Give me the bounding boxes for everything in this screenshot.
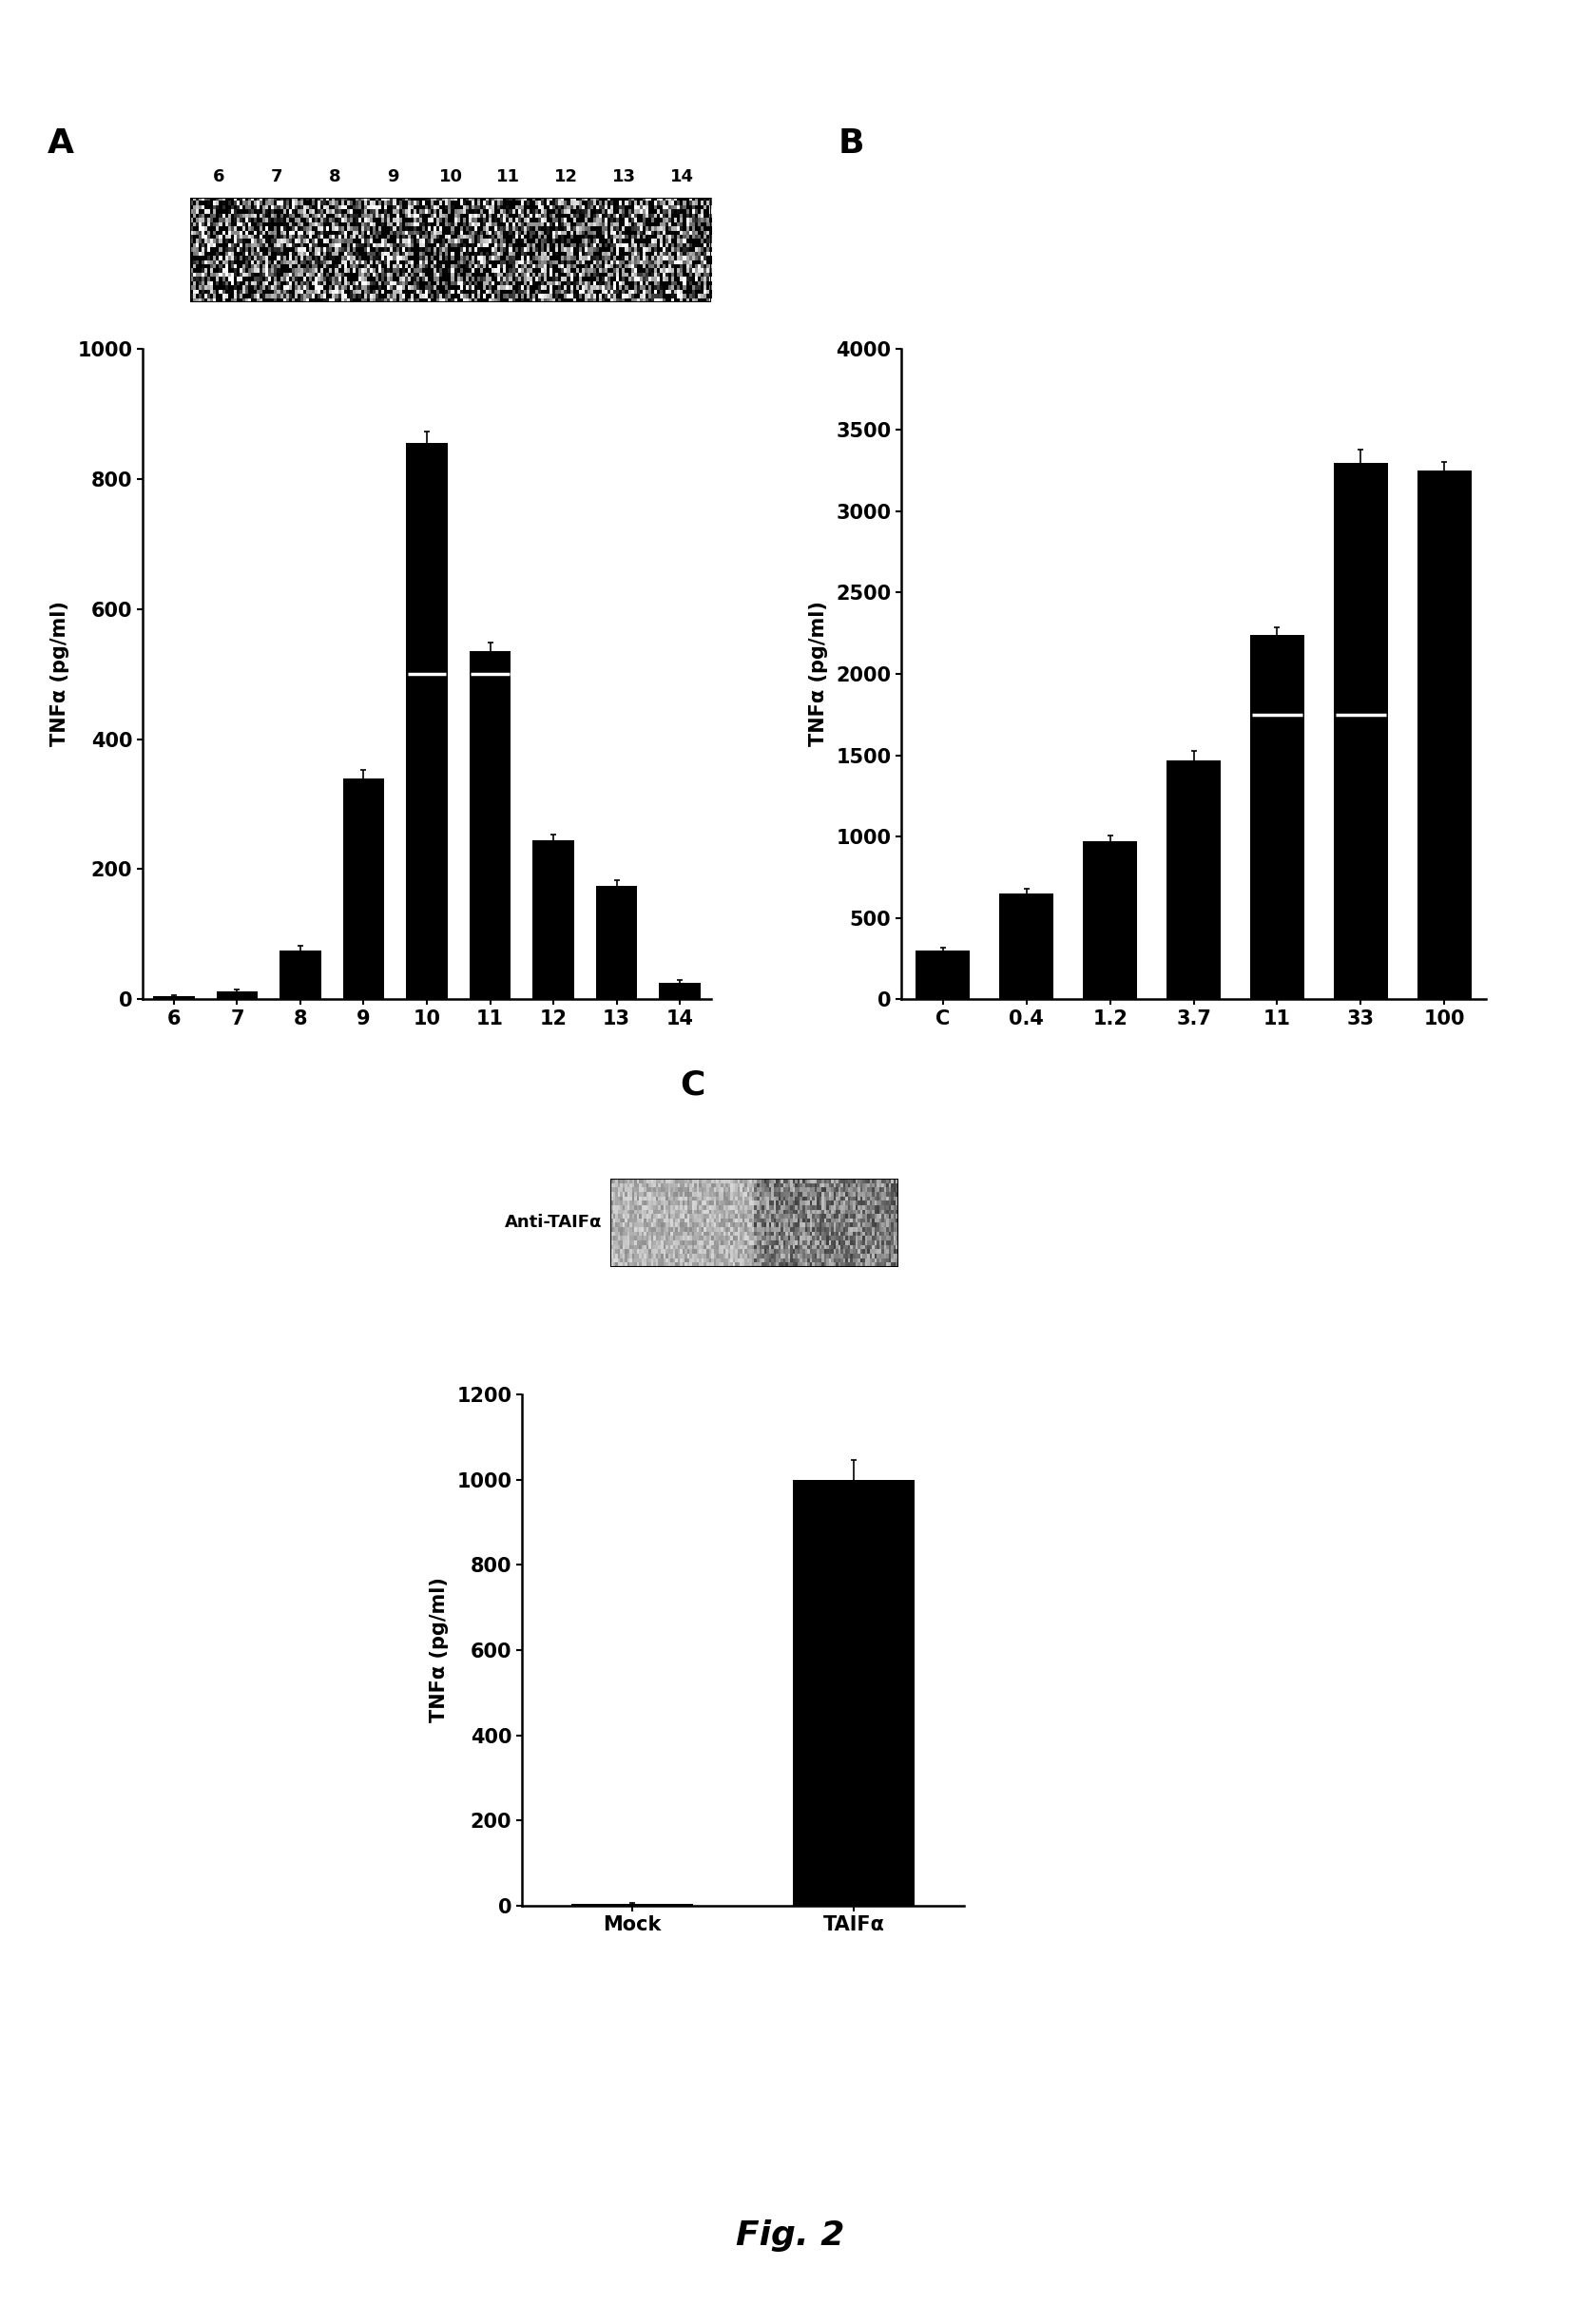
Text: 9: 9 [387,167,398,186]
Text: 13: 13 [612,167,637,186]
Bar [533,839,574,999]
Text: A: A [47,128,74,160]
Bar [153,997,194,999]
Text: B: B [838,128,865,160]
Text: 12: 12 [555,167,579,186]
Text: Anti-TAIFα: Anti-TAIFα [504,1213,602,1232]
Text: 6: 6 [213,167,225,186]
Y-axis label: TNFα (pg/ml): TNFα (pg/ml) [809,602,828,746]
Text: 11: 11 [496,167,520,186]
Text: 8: 8 [329,167,340,186]
Text: 7: 7 [270,167,283,186]
Bar [794,1480,914,1906]
Y-axis label: TNFα (pg/ml): TNFα (pg/ml) [51,602,70,746]
Text: Fig. 2: Fig. 2 [737,2219,844,2252]
Bar [217,992,258,999]
Bar [1417,469,1472,999]
Bar [596,885,637,999]
Bar [915,951,971,999]
Bar [343,779,384,999]
Bar [280,951,321,999]
Bar [1167,760,1221,999]
Bar [659,983,700,999]
Bar [470,651,511,999]
Text: 10: 10 [438,167,463,186]
Text: C: C [680,1069,705,1102]
Bar [999,895,1053,999]
Text: 14: 14 [670,167,694,186]
Y-axis label: TNFα (pg/ml): TNFα (pg/ml) [430,1578,449,1722]
Bar [1251,634,1304,999]
Bar [1334,462,1388,999]
Bar [406,444,447,999]
Bar [1083,841,1137,999]
